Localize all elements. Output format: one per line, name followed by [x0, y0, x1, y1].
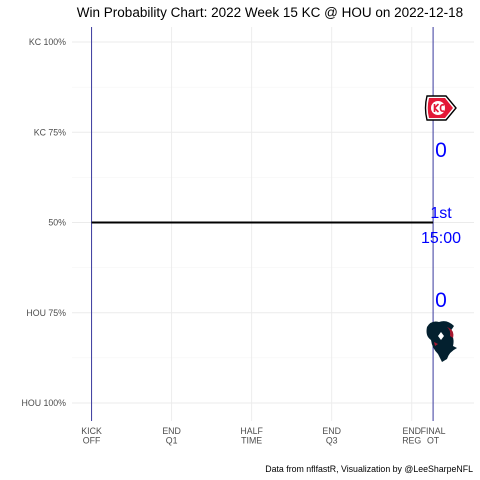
hou-score: 0	[435, 289, 447, 312]
x-tick-label: HALF TIME	[240, 426, 263, 446]
y-axis-tick-labels: KC 100% KC 75% 50% HOU 75% HOU 100%	[22, 37, 67, 408]
grid-lines	[72, 27, 474, 421]
y-tick-label: 50%	[48, 218, 66, 228]
kc-chiefs-logo	[424, 95, 457, 121]
y-tick-label: HOU 100%	[22, 398, 67, 408]
kc-score: 0	[435, 139, 447, 162]
x-tick-label: FINAL OT	[421, 426, 446, 446]
reference-lines	[91, 27, 434, 421]
y-tick-label: HOU 75%	[26, 308, 66, 318]
hou-texans-logo	[426, 321, 457, 362]
game-period: 1st	[430, 205, 452, 222]
y-tick-label: KC 100%	[29, 37, 66, 47]
chart-caption: Data from nflfastR, Visualization by @Le…	[265, 464, 473, 474]
x-tick-label: KICK OFF	[81, 426, 102, 446]
chart-title: Win Probability Chart: 2022 Week 15 KC @…	[77, 5, 463, 20]
game-clock: 15:00	[421, 230, 461, 247]
y-tick-label: KC 75%	[34, 127, 66, 137]
x-tick-label: END REG	[402, 426, 421, 446]
x-tick-label: END Q1	[162, 426, 181, 446]
x-tick-label: END Q3	[322, 426, 341, 446]
